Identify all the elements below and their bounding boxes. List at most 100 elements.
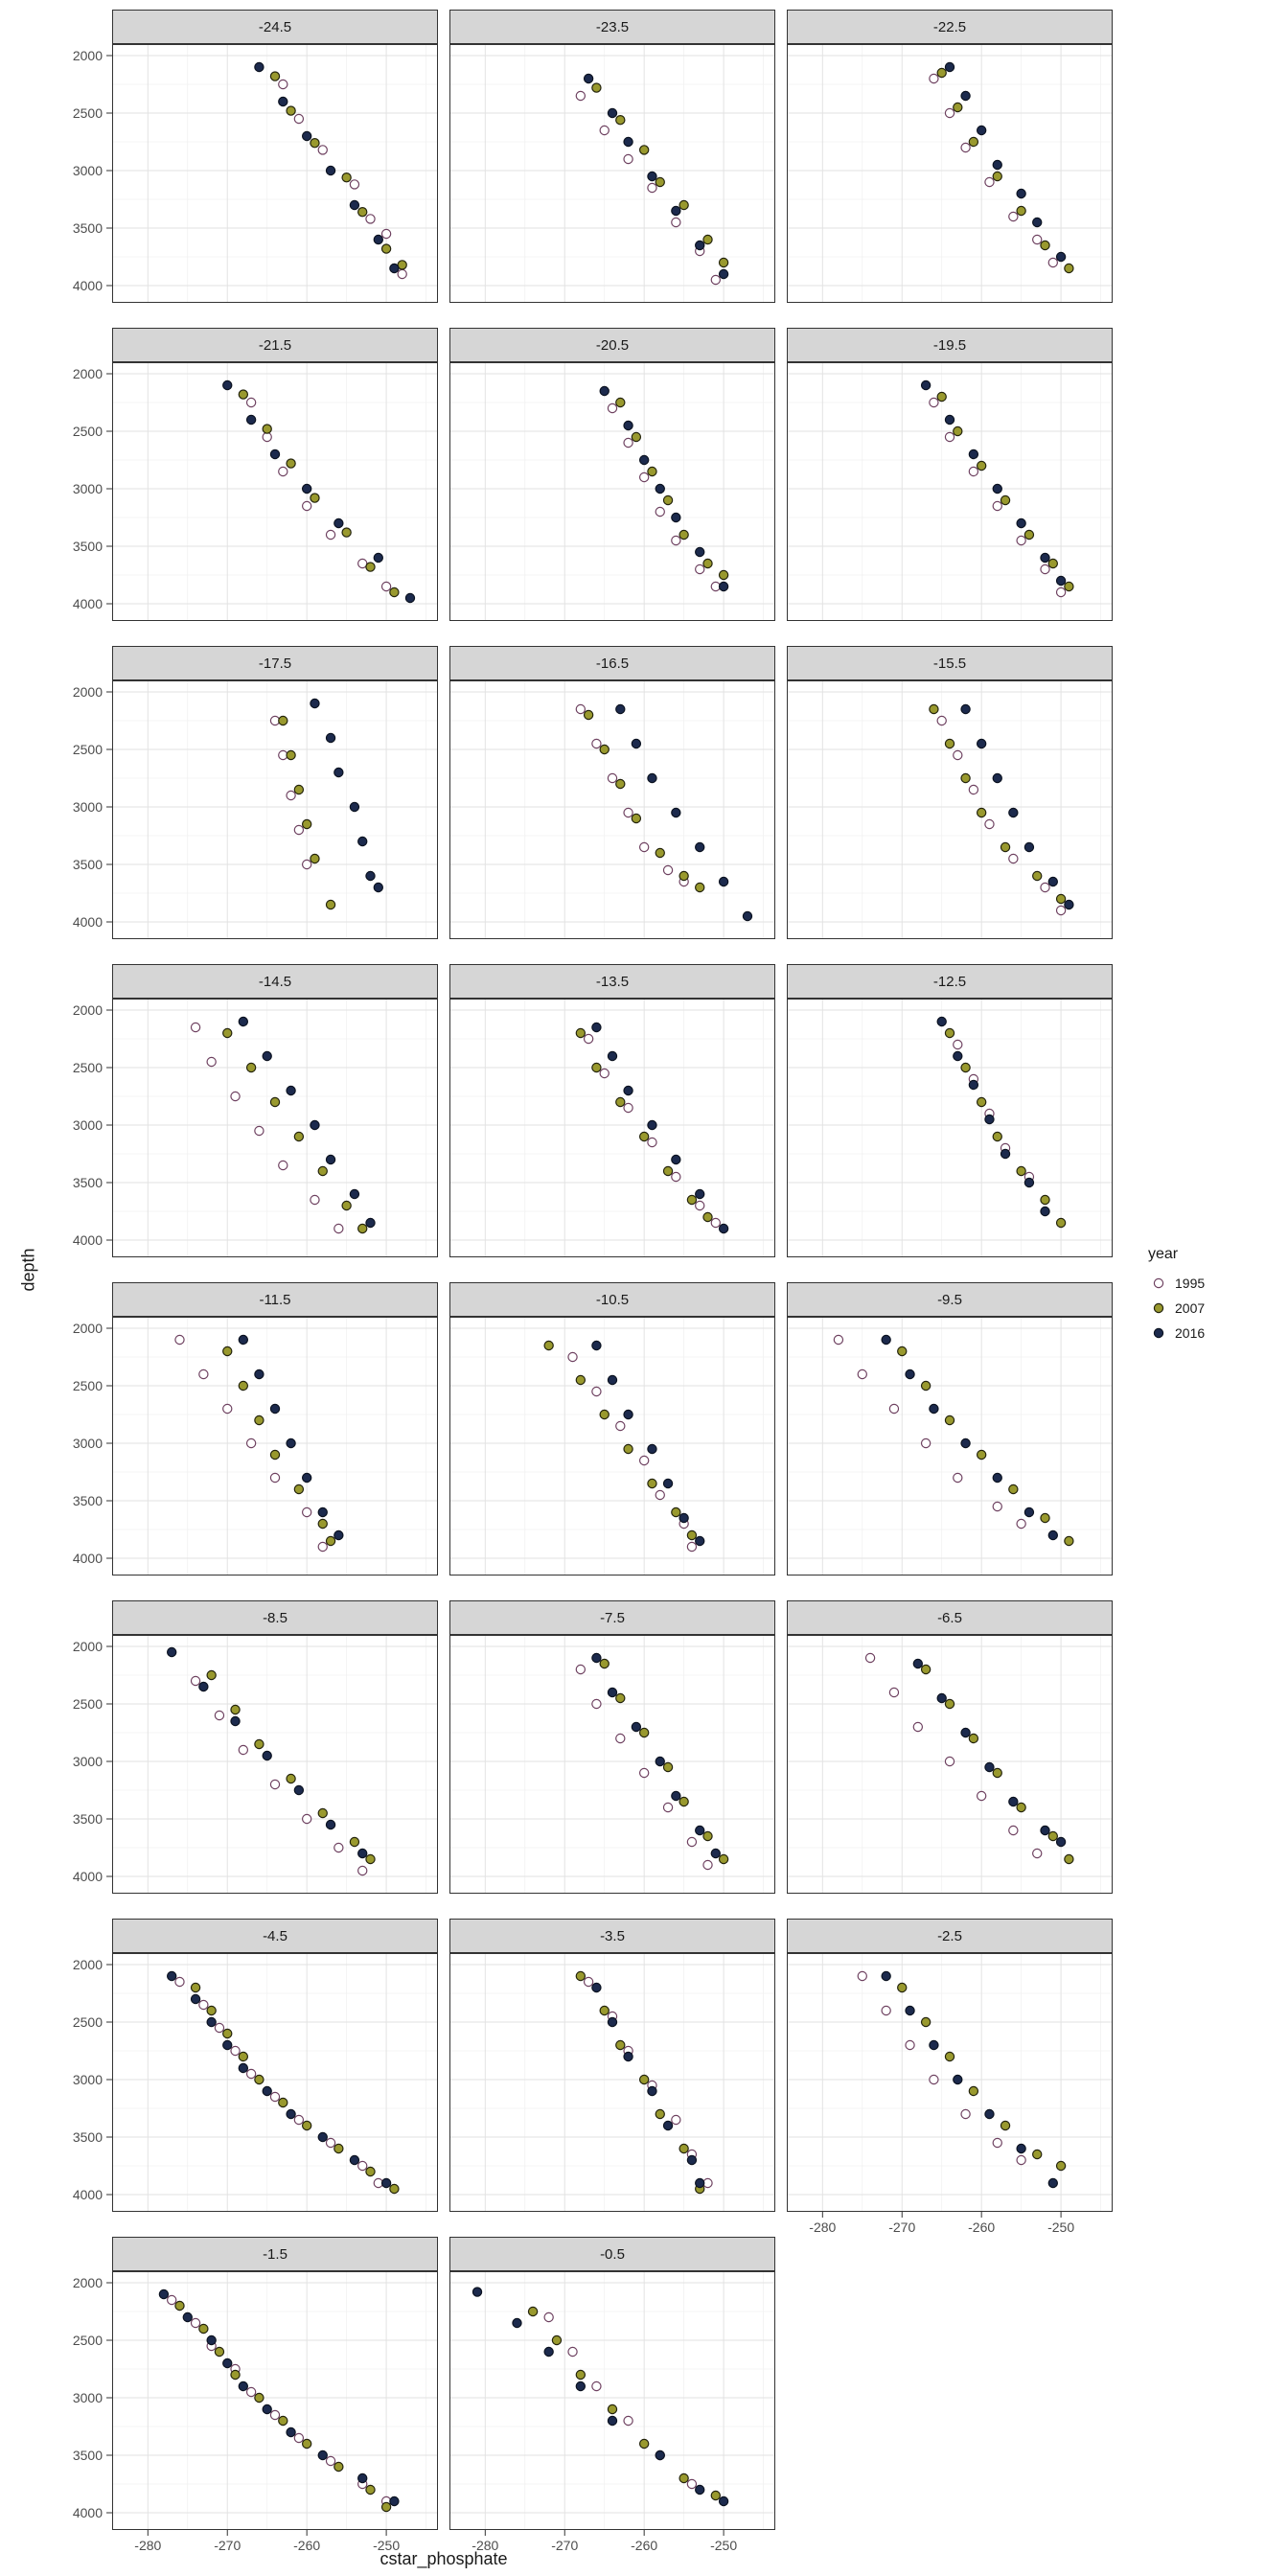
data-point-1995 xyxy=(269,2409,281,2421)
data-point-1995 xyxy=(968,466,979,477)
data-point-1995 xyxy=(976,1790,987,1802)
y-tick-label: 4000 xyxy=(73,278,103,293)
data-point-2007 xyxy=(389,586,400,598)
data-point-2016 xyxy=(671,1790,681,1802)
data-point-1995 xyxy=(710,274,722,286)
data-point-2007 xyxy=(365,2484,376,2496)
data-point-2007 xyxy=(976,1449,987,1460)
data-point-1995 xyxy=(575,1664,586,1675)
data-point-1995 xyxy=(317,145,328,155)
data-point-2007 xyxy=(968,136,979,148)
data-point-2016 xyxy=(591,1652,602,1664)
data-point-2007 xyxy=(230,2369,241,2380)
data-point-1995 xyxy=(599,1068,610,1079)
data-point-2016 xyxy=(718,876,729,887)
data-point-2007 xyxy=(615,2039,626,2051)
facet-panel: -11.5 2000 2500 3000 3500 4000 xyxy=(73,1282,438,1576)
data-point-2016 xyxy=(472,2287,483,2297)
data-point-2016 xyxy=(357,2472,368,2484)
data-point-2007 xyxy=(278,2097,288,2108)
data-point-1995 xyxy=(1055,586,1067,598)
data-point-2016 xyxy=(512,2317,522,2329)
facet-panel: -10.5 xyxy=(449,1282,775,1576)
y-tick-label: 4000 xyxy=(73,596,103,611)
facet-plot: 2000 2500 3000 3500 4000 xyxy=(73,1635,438,1894)
data-point-2016 xyxy=(286,1438,296,1449)
data-point-2016 xyxy=(671,1154,681,1165)
data-point-2007 xyxy=(1008,1484,1019,1495)
data-point-2007 xyxy=(317,1518,328,1530)
facet-panel: -24.5 2000 2500 3000 3500 4000 xyxy=(73,10,438,303)
data-point-2016 xyxy=(607,1687,618,1698)
data-point-2007 xyxy=(1047,558,1059,569)
data-point-2007 xyxy=(671,1506,681,1518)
data-point-2007 xyxy=(695,882,705,893)
data-point-1995 xyxy=(245,2068,257,2080)
data-point-2007 xyxy=(190,1982,201,1993)
data-point-2007 xyxy=(944,1027,955,1039)
data-point-1995 xyxy=(583,1033,594,1045)
data-point-2007 xyxy=(655,847,665,859)
facet-plot: -280 -270 -260 -250 xyxy=(449,2271,775,2553)
y-tick-label: 3000 xyxy=(73,799,103,815)
data-point-2016 xyxy=(166,1970,177,1982)
y-tick-label: 3000 xyxy=(73,481,103,496)
y-axis-title: depth xyxy=(18,1248,38,1292)
data-point-2007 xyxy=(638,145,650,155)
legend-entry-label: 2016 xyxy=(1175,1325,1206,1341)
data-point-2007 xyxy=(310,493,320,503)
data-point-2016 xyxy=(278,96,288,107)
data-point-2007 xyxy=(380,2501,392,2513)
data-point-1995 xyxy=(325,2455,336,2467)
legend-entry-label: 1995 xyxy=(1175,1276,1206,1291)
x-tick-label: -250 xyxy=(373,2538,400,2553)
facet-panel: -0.5 -280 -270 -260 -250 xyxy=(449,2237,775,2553)
data-point-2007 xyxy=(214,2346,225,2358)
data-point-2007 xyxy=(365,2166,376,2177)
data-point-2016 xyxy=(984,2108,995,2120)
data-point-2007 xyxy=(310,137,320,149)
data-point-1995 xyxy=(357,2160,368,2172)
data-point-2007 xyxy=(365,562,376,572)
data-point-1995 xyxy=(238,1744,249,1756)
data-point-2016 xyxy=(718,1223,729,1234)
data-point-2007 xyxy=(389,2183,400,2195)
data-point-2016 xyxy=(575,2380,586,2392)
data-point-1995 xyxy=(174,1976,185,1988)
data-point-2007 xyxy=(1047,1830,1059,1842)
data-point-2007 xyxy=(953,426,963,437)
data-point-2016 xyxy=(310,698,320,709)
legend-key-icon xyxy=(1153,1277,1164,1289)
data-point-2007 xyxy=(1040,1194,1050,1206)
data-point-2007 xyxy=(301,2438,312,2450)
facet-plot: 2000 2500 3000 3500 4000 xyxy=(73,44,438,303)
data-point-2016 xyxy=(1024,841,1035,853)
data-point-2007 xyxy=(293,784,305,795)
data-point-2007 xyxy=(245,1062,257,1073)
data-point-2007 xyxy=(334,2461,344,2472)
data-point-2007 xyxy=(992,1767,1002,1779)
data-point-2016 xyxy=(686,2154,698,2166)
data-point-1995 xyxy=(591,1698,602,1710)
x-tick-label: -270 xyxy=(214,2538,241,2553)
y-tick-label: 2500 xyxy=(73,105,103,121)
data-point-2016 xyxy=(655,1756,665,1767)
data-point-2016 xyxy=(262,1750,272,1761)
data-point-2016 xyxy=(607,107,618,119)
data-point-2007 xyxy=(718,257,729,268)
data-point-2016 xyxy=(222,2039,233,2051)
data-point-1995 xyxy=(349,179,360,190)
data-point-2007 xyxy=(638,2438,650,2450)
data-point-2007 xyxy=(702,1830,713,1842)
data-point-2007 xyxy=(286,458,296,469)
data-point-1995 xyxy=(174,1334,185,1346)
data-point-2007 xyxy=(615,778,626,790)
data-point-1995 xyxy=(198,1368,209,1380)
data-point-2007 xyxy=(1000,2120,1011,2131)
data-point-2007 xyxy=(230,1704,241,1715)
data-point-1995 xyxy=(334,1223,344,1234)
facet-plot xyxy=(449,362,775,621)
y-tick-label: 4000 xyxy=(73,1232,103,1248)
y-tick-label: 3000 xyxy=(73,1117,103,1133)
data-point-2016 xyxy=(349,199,360,211)
